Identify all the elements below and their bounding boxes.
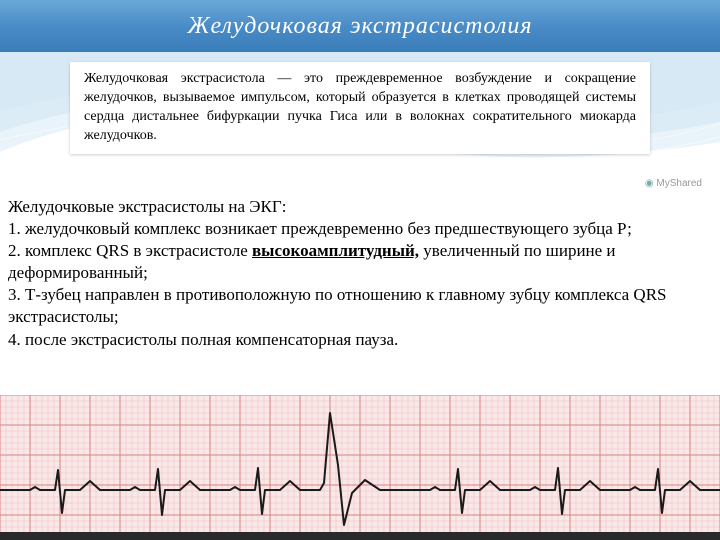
definition-box: Желудочковая экстрасистола — это преждев… (70, 62, 650, 154)
ecg-trace (0, 395, 720, 540)
ecg-strip (0, 395, 720, 540)
header-banner: Желудочковая экстрасистолия (0, 0, 720, 52)
item-3: 3. Т-зубец направлен в противоположную п… (8, 284, 712, 328)
footer-bar (0, 532, 720, 540)
item-1: 1. желудочковый комплекс возникает прежд… (8, 218, 712, 240)
item-2: 2. комплекс QRS в экстрасистоле высокоам… (8, 240, 712, 284)
intro-line: Желудочковые экстрасистолы на ЭКГ: (8, 196, 712, 218)
watermark-text: MyShared (656, 178, 702, 189)
page-title: Желудочковая экстрасистолия (188, 13, 533, 40)
watermark: ◉ MyShared (645, 178, 702, 189)
definition-text: Желудочковая экстрасистола — это преждев… (84, 71, 636, 143)
item-4: 4. после экстрасистолы полная компенсато… (8, 329, 712, 351)
main-content: Желудочковые экстрасистолы на ЭКГ: 1. же… (8, 196, 712, 351)
watermark-icon: ◉ (645, 178, 654, 189)
